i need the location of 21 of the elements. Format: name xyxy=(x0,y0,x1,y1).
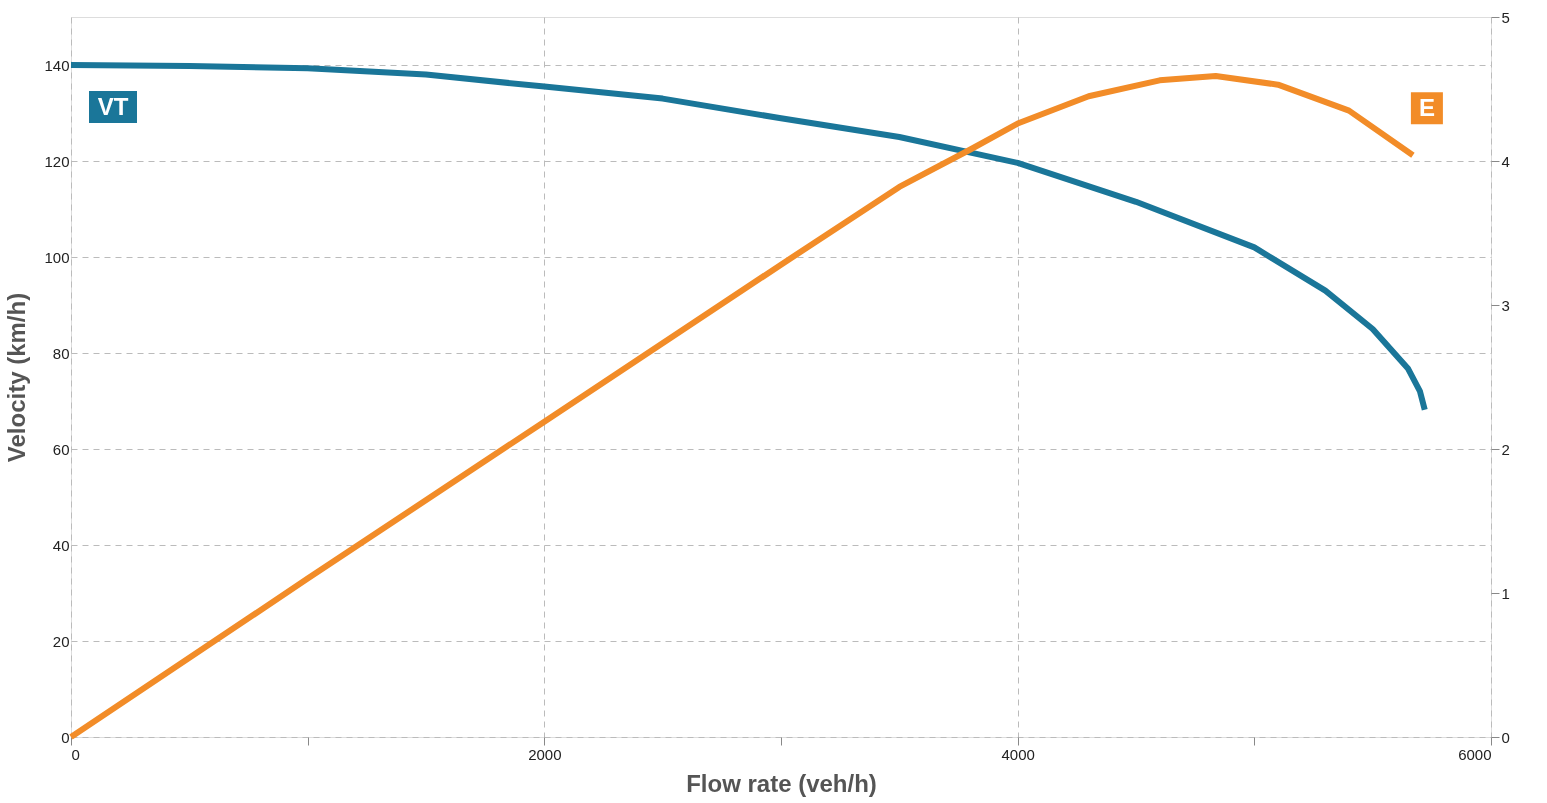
series-label: E xyxy=(1418,94,1435,122)
x-tick-label: 2000 xyxy=(528,745,562,763)
x-tick-label: 6000 xyxy=(1458,745,1492,763)
y-tick-label: 40 xyxy=(52,536,70,554)
y-tick-label: 20 xyxy=(52,632,70,650)
y2-tick-label: 4 xyxy=(1501,152,1510,170)
y-tick-label: 60 xyxy=(52,440,70,458)
y-tick-label: 140 xyxy=(44,56,70,74)
series-label: VT xyxy=(97,93,129,120)
y2-tick-label: 2 xyxy=(1501,440,1510,458)
y2-tick-label: 5 xyxy=(1501,8,1510,26)
y-axis-title: Velocity (km/h) xyxy=(3,292,31,463)
y2-tick-label: 1 xyxy=(1501,584,1510,602)
y2-tick-label: 0 xyxy=(1501,728,1510,746)
y-tick-label: 120 xyxy=(44,152,70,170)
x-axis-title: Flow rate (veh/h) xyxy=(686,769,877,797)
y-tick-label: 100 xyxy=(44,248,70,266)
x-tick-label: 4000 xyxy=(1001,745,1035,763)
y-tick-label: 80 xyxy=(52,344,70,362)
y2-tick-label: 3 xyxy=(1501,296,1510,314)
y-tick-label: 0 xyxy=(61,728,70,746)
